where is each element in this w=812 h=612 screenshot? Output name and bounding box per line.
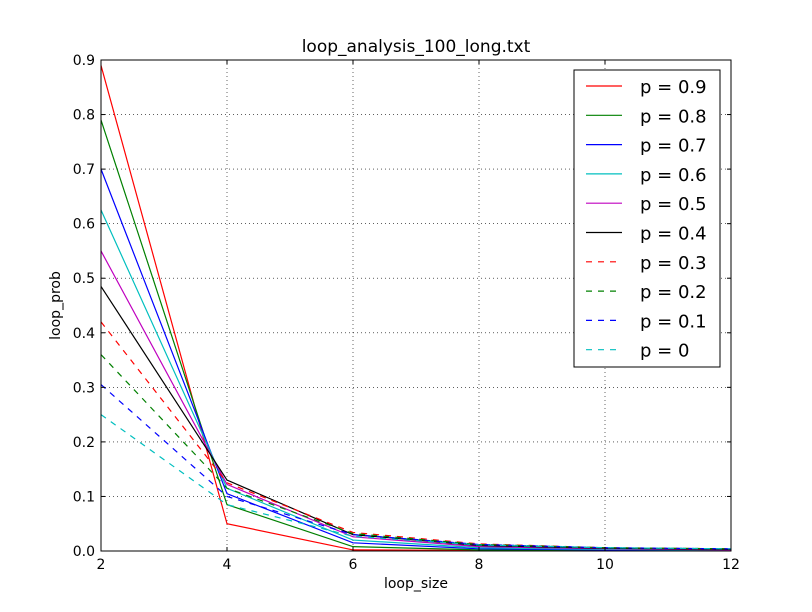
legend-label: p = 0 [640,341,689,362]
y-axis-label: loop_prob [48,271,64,340]
legend-label: p = 0.8 [640,106,707,127]
x-tick-label: 10 [596,557,614,573]
y-tick-label: 0.6 [73,217,95,233]
axis-ticks: 2 4 6 8 10 12 0.0 0.1 0.2 0.3 0.4 0.5 0.6 0.7 0.8 0.9 [73,53,740,573]
x-tick-label: 6 [349,557,358,573]
chart-title: loop_analysis_100_long.txt [302,37,531,57]
y-tick-label: 0.2 [73,435,95,451]
y-tick-label: 0.8 [73,108,95,124]
legend-label: p = 0.4 [640,224,707,245]
y-tick-label: 0.3 [73,380,95,396]
x-tick-label: 8 [475,557,484,573]
plot-frame [100,59,732,552]
x-tick-label: 4 [223,557,232,573]
legend-label: p = 0.9 [640,77,707,98]
series-line-8 [100,384,732,550]
legend-label: p = 0.3 [640,253,707,274]
series-lines [100,65,732,552]
y-tick-label: 0.5 [73,271,95,287]
legend-label: p = 0.7 [640,136,707,157]
legend-label: p = 0.6 [640,165,707,186]
x-tick-label: 12 [722,557,740,573]
legend-label: p = 0.2 [640,282,707,303]
y-tick-label: 0.7 [73,162,95,178]
legend-box [573,69,721,368]
series-line-7 [100,354,732,550]
legend-label: p = 0.5 [640,194,707,215]
y-tick-label: 0.4 [73,326,95,342]
y-tick-label: 0.1 [73,489,95,505]
legend: p = 0.9 p = 0.8 p = 0.7 p = 0.6 p = 0.5 p = 0… [573,69,721,368]
x-tick-label: 2 [97,557,106,573]
x-axis-label: loop_size [384,576,448,592]
legend-label: p = 0.1 [640,311,707,332]
y-tick-label: 0.9 [73,53,95,69]
y-tick-label: 0.0 [73,544,95,560]
